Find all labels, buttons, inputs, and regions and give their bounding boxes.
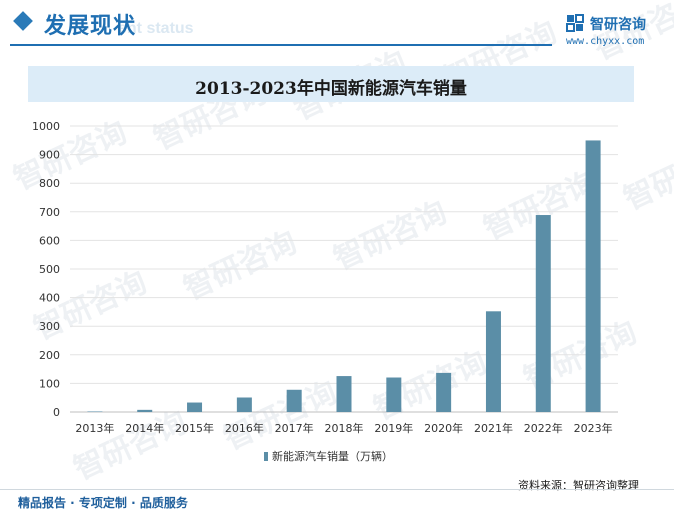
header-divider xyxy=(10,44,552,46)
y-tick-label: 400 xyxy=(39,292,60,305)
bar xyxy=(187,402,203,412)
legend-label: 新能源汽车销量（万辆） xyxy=(272,450,393,463)
y-tick-label: 800 xyxy=(39,177,60,190)
y-tick-label: 900 xyxy=(39,149,60,162)
footer-divider xyxy=(0,489,674,490)
chart-title: 2013-2023年中国新能源汽车销量 xyxy=(195,79,467,99)
bar xyxy=(386,377,402,412)
y-tick-label: 600 xyxy=(39,234,60,247)
x-tick-label: 2016年 xyxy=(225,421,264,435)
bar xyxy=(535,215,551,412)
bar xyxy=(436,372,452,412)
legend-swatch xyxy=(264,452,268,461)
section-header: ent status 发展现状 智研咨询 www.chyxx.com xyxy=(0,0,674,48)
bar xyxy=(585,140,601,412)
bar xyxy=(485,311,501,412)
brand-url: www.chyxx.com xyxy=(566,36,645,47)
bar xyxy=(286,389,302,412)
x-tick-label: 2015年 xyxy=(175,421,214,435)
bar xyxy=(137,409,153,412)
y-tick-label: 300 xyxy=(39,320,60,333)
y-tick-label: 1000 xyxy=(32,120,60,133)
brand-name: 智研咨询 xyxy=(590,17,646,33)
footer-tagline: 精品报告 · 专项定制 · 品质服务 xyxy=(18,496,188,510)
y-tick-label: 100 xyxy=(39,377,60,390)
bar xyxy=(236,397,252,412)
y-tick-label: 200 xyxy=(39,349,60,362)
bar-chart: 0 100 200 300 400 500 600 700 800 900 1000 2013年 201… xyxy=(32,120,618,435)
x-tick-label: 2014年 xyxy=(125,421,164,435)
section-subtitle: ent status xyxy=(118,20,194,37)
x-tick-label: 2023年 xyxy=(574,421,613,435)
y-tick-label: 500 xyxy=(39,263,60,276)
x-tick-label: 2017年 xyxy=(275,421,314,435)
chart-legend: 新能源汽车销量（万辆） xyxy=(264,448,393,464)
bar xyxy=(336,376,352,412)
source-note: 资料来源：智研咨询整理 xyxy=(518,479,639,492)
bar xyxy=(87,411,103,412)
x-tick-label: 2013年 xyxy=(75,421,114,435)
chart-title-bar: 2013-2023年中国新能源汽车销量 xyxy=(28,66,634,102)
y-tick-label: 700 xyxy=(39,206,60,219)
section-title: 发展现状 xyxy=(44,14,137,39)
brand-logo-icon xyxy=(566,14,584,32)
x-tick-label: 2019年 xyxy=(374,421,413,435)
x-tick-label: 2022年 xyxy=(524,421,563,435)
x-tick-label: 2018年 xyxy=(325,421,364,435)
diamond-icon xyxy=(13,11,33,31)
x-tick-label: 2020年 xyxy=(424,421,463,435)
y-tick-label: 0 xyxy=(53,406,60,419)
x-tick-label: 2021年 xyxy=(474,421,513,435)
